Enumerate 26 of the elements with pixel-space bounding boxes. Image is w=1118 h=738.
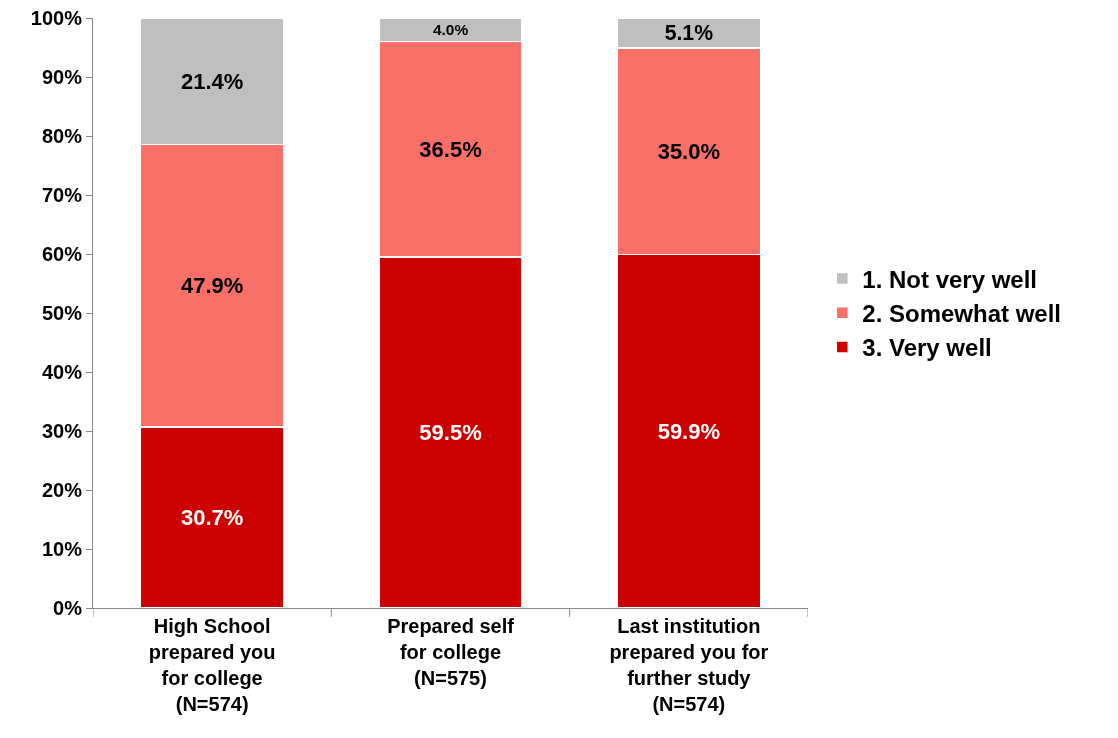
data-label: 59.9% — [657, 418, 721, 444]
data-label: 35.0% — [657, 138, 721, 164]
x-tick-label: Last institution prepared you for further study (N=574) — [609, 615, 769, 715]
data-label: 21.4% — [180, 68, 244, 94]
x-tick-label: Prepared self for college (N=575) — [387, 615, 515, 689]
y-tick-label: 10% — [41, 538, 83, 560]
y-tick-label: 20% — [41, 479, 83, 501]
legend-label: 1. Not very well — [862, 265, 1038, 293]
data-label: 59.5% — [419, 419, 482, 445]
y-tick-label: 50% — [41, 302, 83, 324]
y-tick-label: 100% — [30, 7, 83, 29]
data-label: 47.9% — [180, 273, 244, 299]
y-tick-label: 90% — [41, 66, 83, 88]
y-tick-label: 70% — [41, 184, 83, 206]
y-tick-label: 30% — [41, 420, 83, 442]
y-tick-label: 60% — [41, 243, 83, 265]
x-tick-label: High School prepared you for college (N=574) — [148, 615, 276, 715]
legend-label: 3. Very well — [862, 334, 992, 362]
legend-label: 2. Somewhat well — [862, 300, 1062, 328]
y-tick-label: 40% — [41, 361, 83, 383]
y-tick-label: 0% — [53, 597, 83, 619]
data-label: 36.5% — [419, 136, 482, 162]
data-label: 30.7% — [180, 504, 244, 530]
data-label: 5.1% — [664, 21, 714, 45]
y-tick-label: 80% — [41, 125, 83, 147]
data-label: 4.0% — [432, 21, 469, 39]
